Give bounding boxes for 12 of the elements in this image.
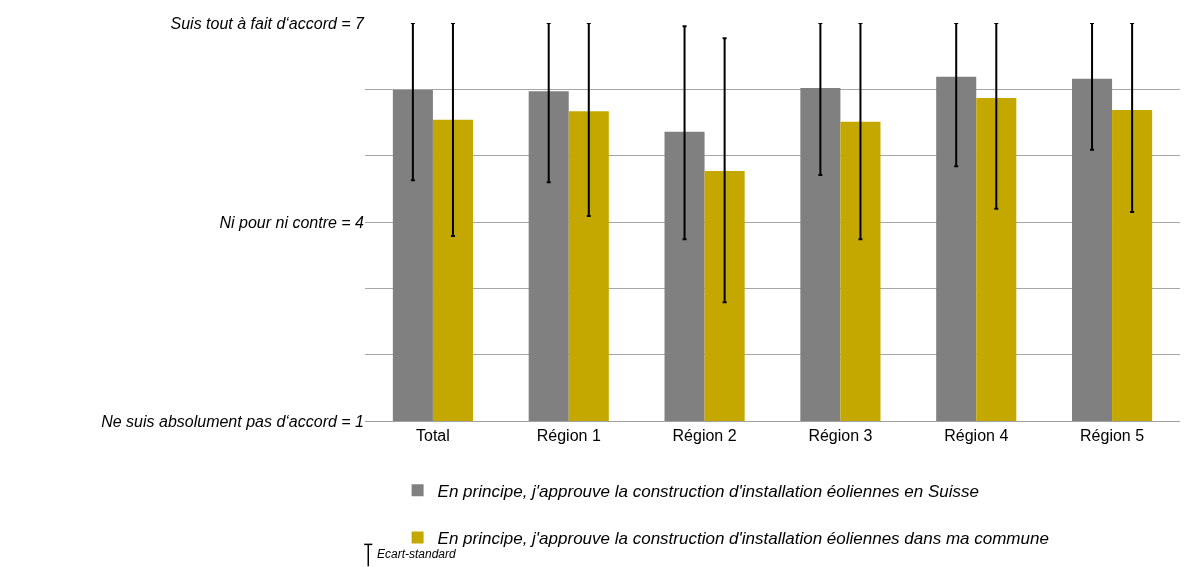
- legend-label: En principe, j'approuve la construction d'installation éoliennes en Suisse: [437, 481, 979, 501]
- x-tick-label: Total: [416, 427, 450, 445]
- y-tick-label: Ne suis absolument pas d‘accord = 1: [101, 412, 364, 430]
- text: Ecart-standard: [377, 547, 457, 561]
- x-tick-label: Région 5: [1080, 427, 1145, 445]
- x-tick-label: Région 4: [944, 427, 1009, 445]
- x-tick-label: Région 3: [808, 427, 873, 445]
- x-tick-label: Région 1: [536, 427, 601, 445]
- y-tick-label: Ni pour ni contre = 4: [219, 213, 365, 231]
- x-tick-label: Région 2: [672, 427, 737, 445]
- legend-label: En principe, j'approuve la construction d'installation éoliennes dans ma commune: [437, 529, 1049, 549]
- y-tick-label: Suis tout à fait d‘accord = 7: [170, 14, 366, 32]
